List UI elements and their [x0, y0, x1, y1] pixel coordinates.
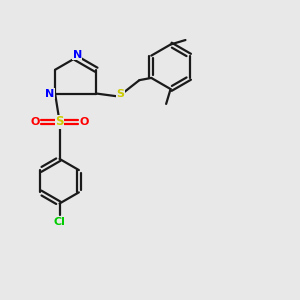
Text: N: N [73, 50, 82, 60]
Text: S: S [116, 88, 124, 98]
Text: O: O [31, 117, 40, 127]
Text: O: O [79, 117, 88, 127]
Text: S: S [55, 115, 64, 128]
Text: N: N [45, 88, 54, 98]
Text: Cl: Cl [54, 217, 65, 227]
